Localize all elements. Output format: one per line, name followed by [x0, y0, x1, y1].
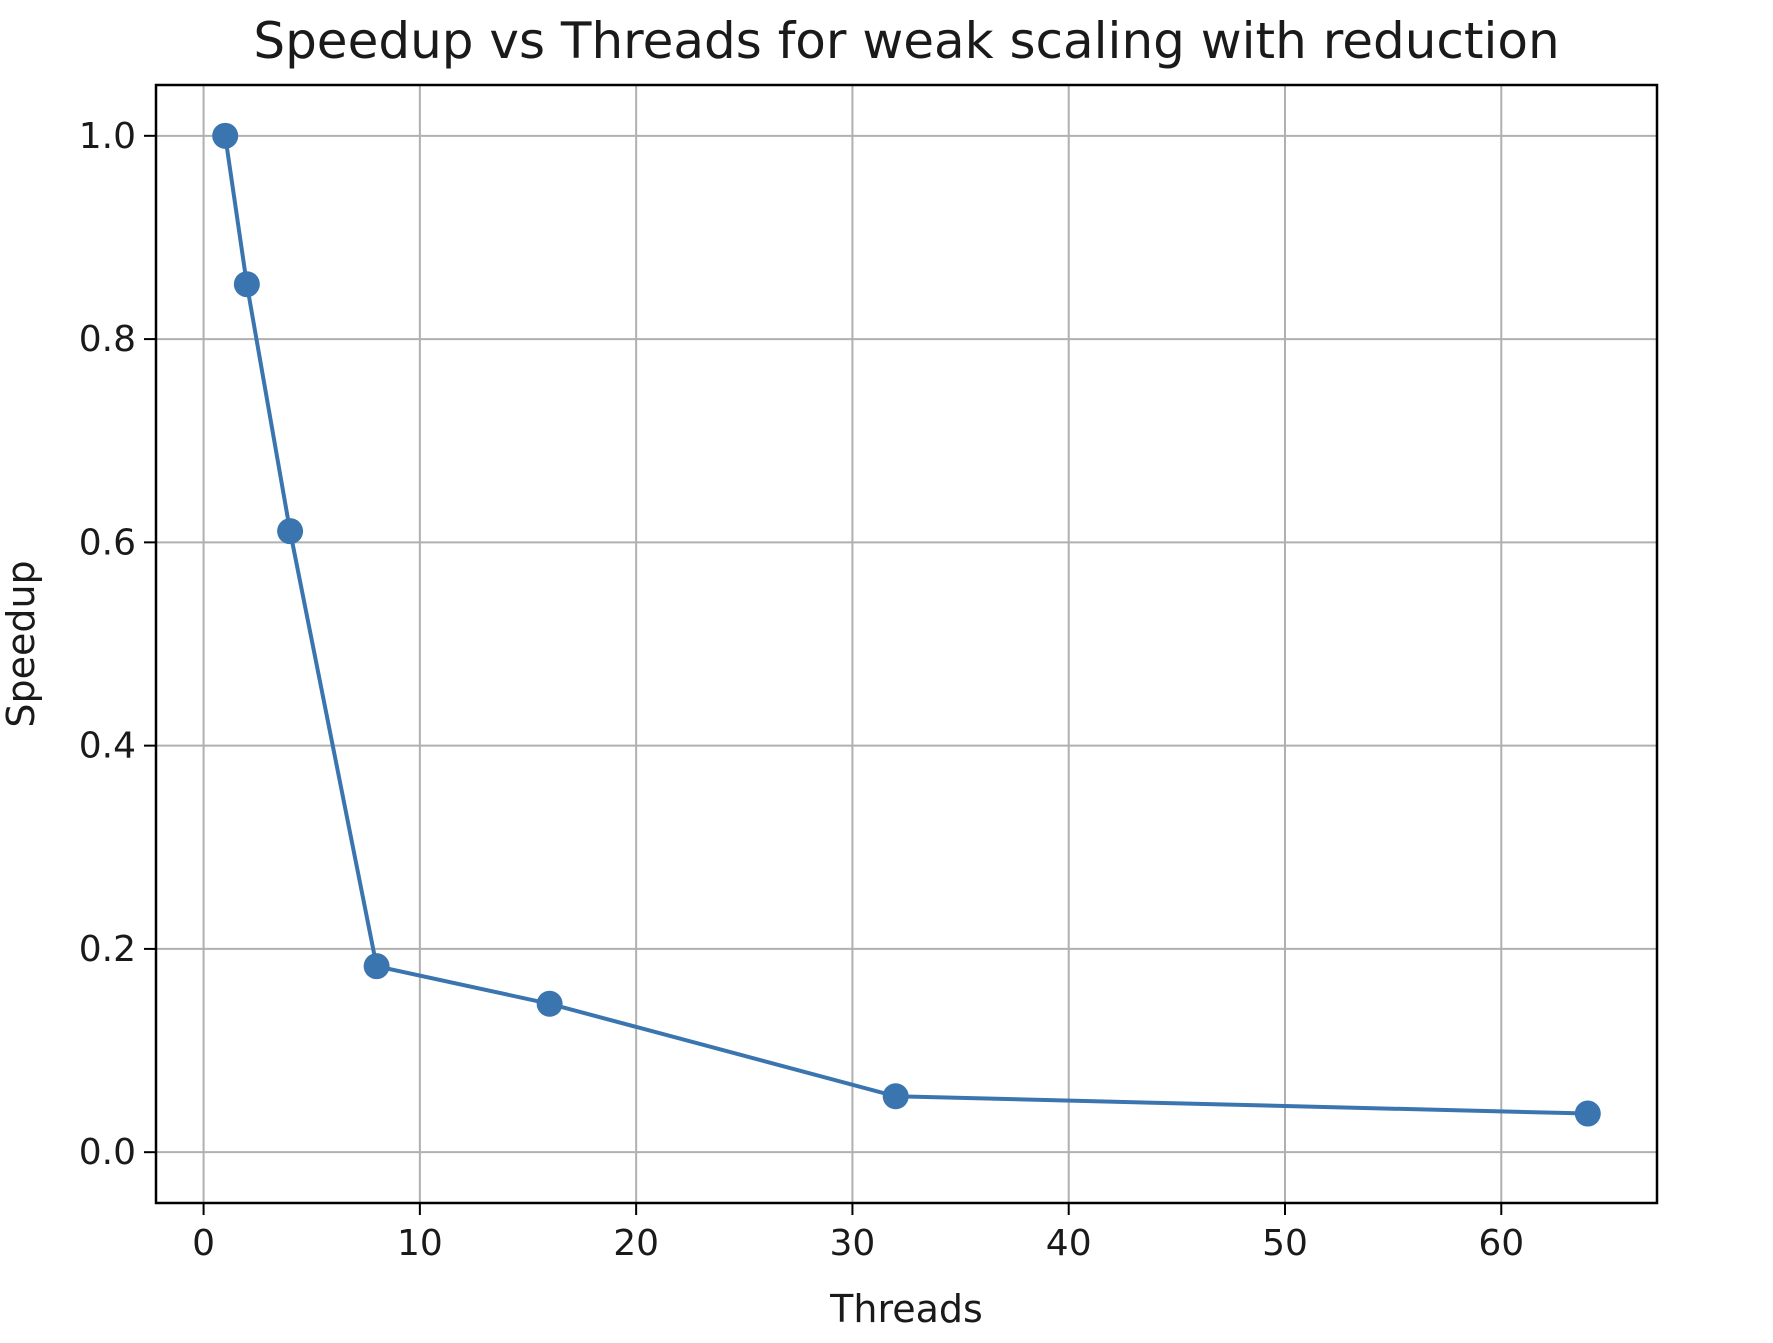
data-point	[1574, 1100, 1601, 1127]
chart-title: Speedup vs Threads for weak scaling with…	[253, 12, 1559, 70]
x-tick-label: 50	[1262, 1223, 1308, 1264]
y-tick-label: 0.6	[79, 522, 136, 563]
x-tick-label: 30	[830, 1223, 876, 1264]
y-tick-label: 1.0	[79, 116, 136, 157]
data-point	[882, 1083, 909, 1110]
x-tick-label: 10	[397, 1223, 443, 1264]
grid-layer	[156, 85, 1657, 1203]
y-tick-label: 0.8	[79, 319, 136, 360]
data-point	[233, 271, 260, 298]
tick-layer: 0 10 20 30 40 50 60 0.0 0.2 0.4 0.6 0.8 1.0	[79, 116, 1524, 1264]
y-tick-label: 0.2	[79, 929, 136, 970]
data-point	[212, 122, 239, 149]
x-tick-label: 60	[1478, 1223, 1524, 1264]
y-tick-label: 0.0	[79, 1132, 136, 1173]
plot-frame	[154, 83, 1659, 1205]
y-tick-label: 0.4	[79, 726, 136, 767]
x-tick-label: 0	[192, 1223, 215, 1264]
data-point	[363, 953, 390, 980]
series-layer	[212, 122, 1601, 1127]
data-point	[536, 990, 563, 1017]
x-axis-label: Threads	[829, 1287, 983, 1331]
y-axis-label: Speedup	[0, 560, 43, 727]
data-point	[277, 518, 304, 545]
x-tick-label: 20	[613, 1223, 659, 1264]
x-tick-label: 40	[1046, 1223, 1092, 1264]
